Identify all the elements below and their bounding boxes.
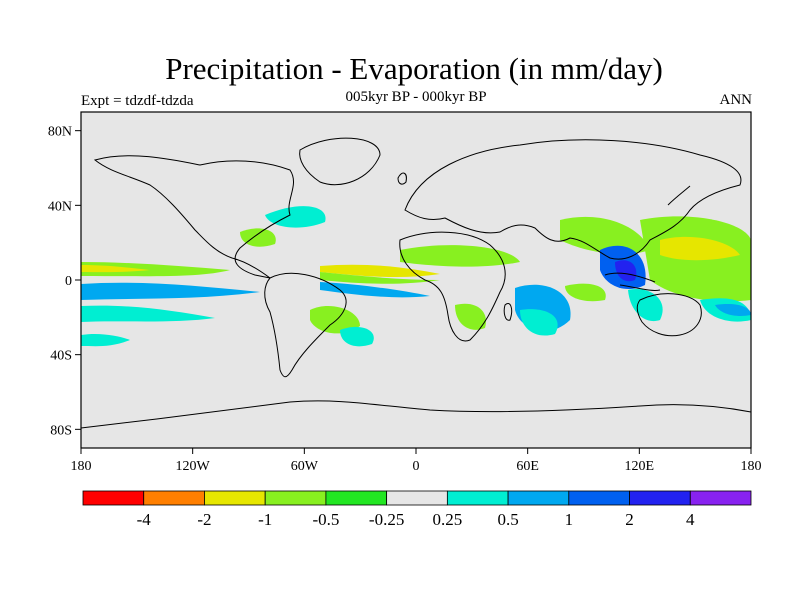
africa-green <box>400 245 520 267</box>
australia-cyan <box>628 289 663 322</box>
greenland-coast <box>299 137 381 186</box>
lon-tick-label: 60E <box>516 459 539 474</box>
map-subtitle: 005kyr BP - 000kyr BP <box>345 89 487 105</box>
pacific-yellow-band <box>81 265 150 273</box>
pacific-positive-band <box>81 262 230 277</box>
north-america-coast <box>93 155 295 279</box>
asia-monsoon-green <box>560 216 650 255</box>
west-pacific-yellow <box>660 236 740 261</box>
colorbar-swatch <box>325 490 388 506</box>
pacific-cyan-band <box>81 305 215 322</box>
lon-tick-label: 180 <box>741 459 762 474</box>
south-atlantic-green <box>310 305 360 334</box>
lon-tick-label: 180 <box>71 459 92 474</box>
indonesia-coast <box>604 272 661 291</box>
indian-ocean-green <box>565 283 606 302</box>
colorbar-swatch <box>507 490 570 506</box>
colorbar-swatch <box>386 490 448 506</box>
atlantic-negative-band <box>320 282 430 298</box>
colorbar-swatch <box>143 490 205 506</box>
lon-ticks: 180 120W 60W 0 60E 120E 180 <box>71 448 762 474</box>
africa-coast <box>399 231 506 342</box>
season-label: ANN <box>719 92 753 108</box>
australia-coast <box>636 293 702 337</box>
colorbar-label: -0.25 <box>369 510 404 529</box>
lat-tick-label: 80N <box>48 125 72 140</box>
colorbar-swatch <box>82 490 145 506</box>
uk-coast <box>397 172 407 185</box>
anomaly-fields <box>81 206 751 347</box>
lat-tick-label: 0 <box>65 274 72 289</box>
antarctica-coast <box>80 400 752 429</box>
experiment-label: Expt = tdzdf-tdzda <box>81 93 194 109</box>
coastlines <box>80 137 752 429</box>
maritime-darkblue <box>615 260 637 282</box>
colorbar-label: -2 <box>197 510 211 529</box>
pacific-negative-band <box>81 282 260 300</box>
lat-tick-label: 80S <box>50 423 72 438</box>
colorbar-swatch <box>446 490 509 506</box>
colorbar-label: 0.25 <box>432 510 462 529</box>
north-atlantic-cyan <box>265 206 326 228</box>
lat-tick-label: 40N <box>48 199 72 214</box>
colorbar-label: -0.5 <box>312 510 339 529</box>
colorbar-swatch <box>204 490 266 506</box>
lon-tick-label: 120E <box>625 459 655 474</box>
lon-tick-label: 60W <box>291 459 319 474</box>
south-atlantic-cyan <box>340 326 374 347</box>
colorbar-swatch <box>629 490 691 506</box>
lon-tick-label: 0 <box>413 459 420 474</box>
north-atlantic-green <box>240 228 276 247</box>
japan-coast <box>667 185 691 206</box>
atlantic-green-band <box>320 272 440 284</box>
colorbar-label: -1 <box>258 510 272 529</box>
colorbar-label: 2 <box>625 510 634 529</box>
lat-ticks: 80N 40N 0 40S 80S <box>48 125 81 438</box>
eurasia-coast <box>404 139 742 260</box>
indian-ocean-cyan <box>520 309 558 336</box>
sw-pacific-blue <box>715 304 751 316</box>
atlantic-positive-band <box>320 264 440 278</box>
colorbar-label: -4 <box>137 510 152 529</box>
colorbar-label: 0.5 <box>497 510 518 529</box>
colorbar-swatch <box>568 490 630 506</box>
colorbar-label: 4 <box>686 510 695 529</box>
colorbar-label: 1 <box>565 510 574 529</box>
colorbar-swatch <box>264 490 327 506</box>
map-title: Precipitation - Evaporation (in mm/day) <box>165 51 663 86</box>
colorbar: -4 -2 -1 -0.5 -0.25 0.25 0.5 1 2 4 <box>82 490 752 529</box>
south-indian-green <box>455 303 486 330</box>
lat-tick-label: 40S <box>50 349 72 364</box>
colorbar-swatch <box>689 490 752 506</box>
lon-tick-label: 120W <box>176 459 211 474</box>
south-america-coast <box>264 272 347 378</box>
madagascar-coast <box>503 303 513 321</box>
pacific-cyan-band-2 <box>81 333 130 347</box>
